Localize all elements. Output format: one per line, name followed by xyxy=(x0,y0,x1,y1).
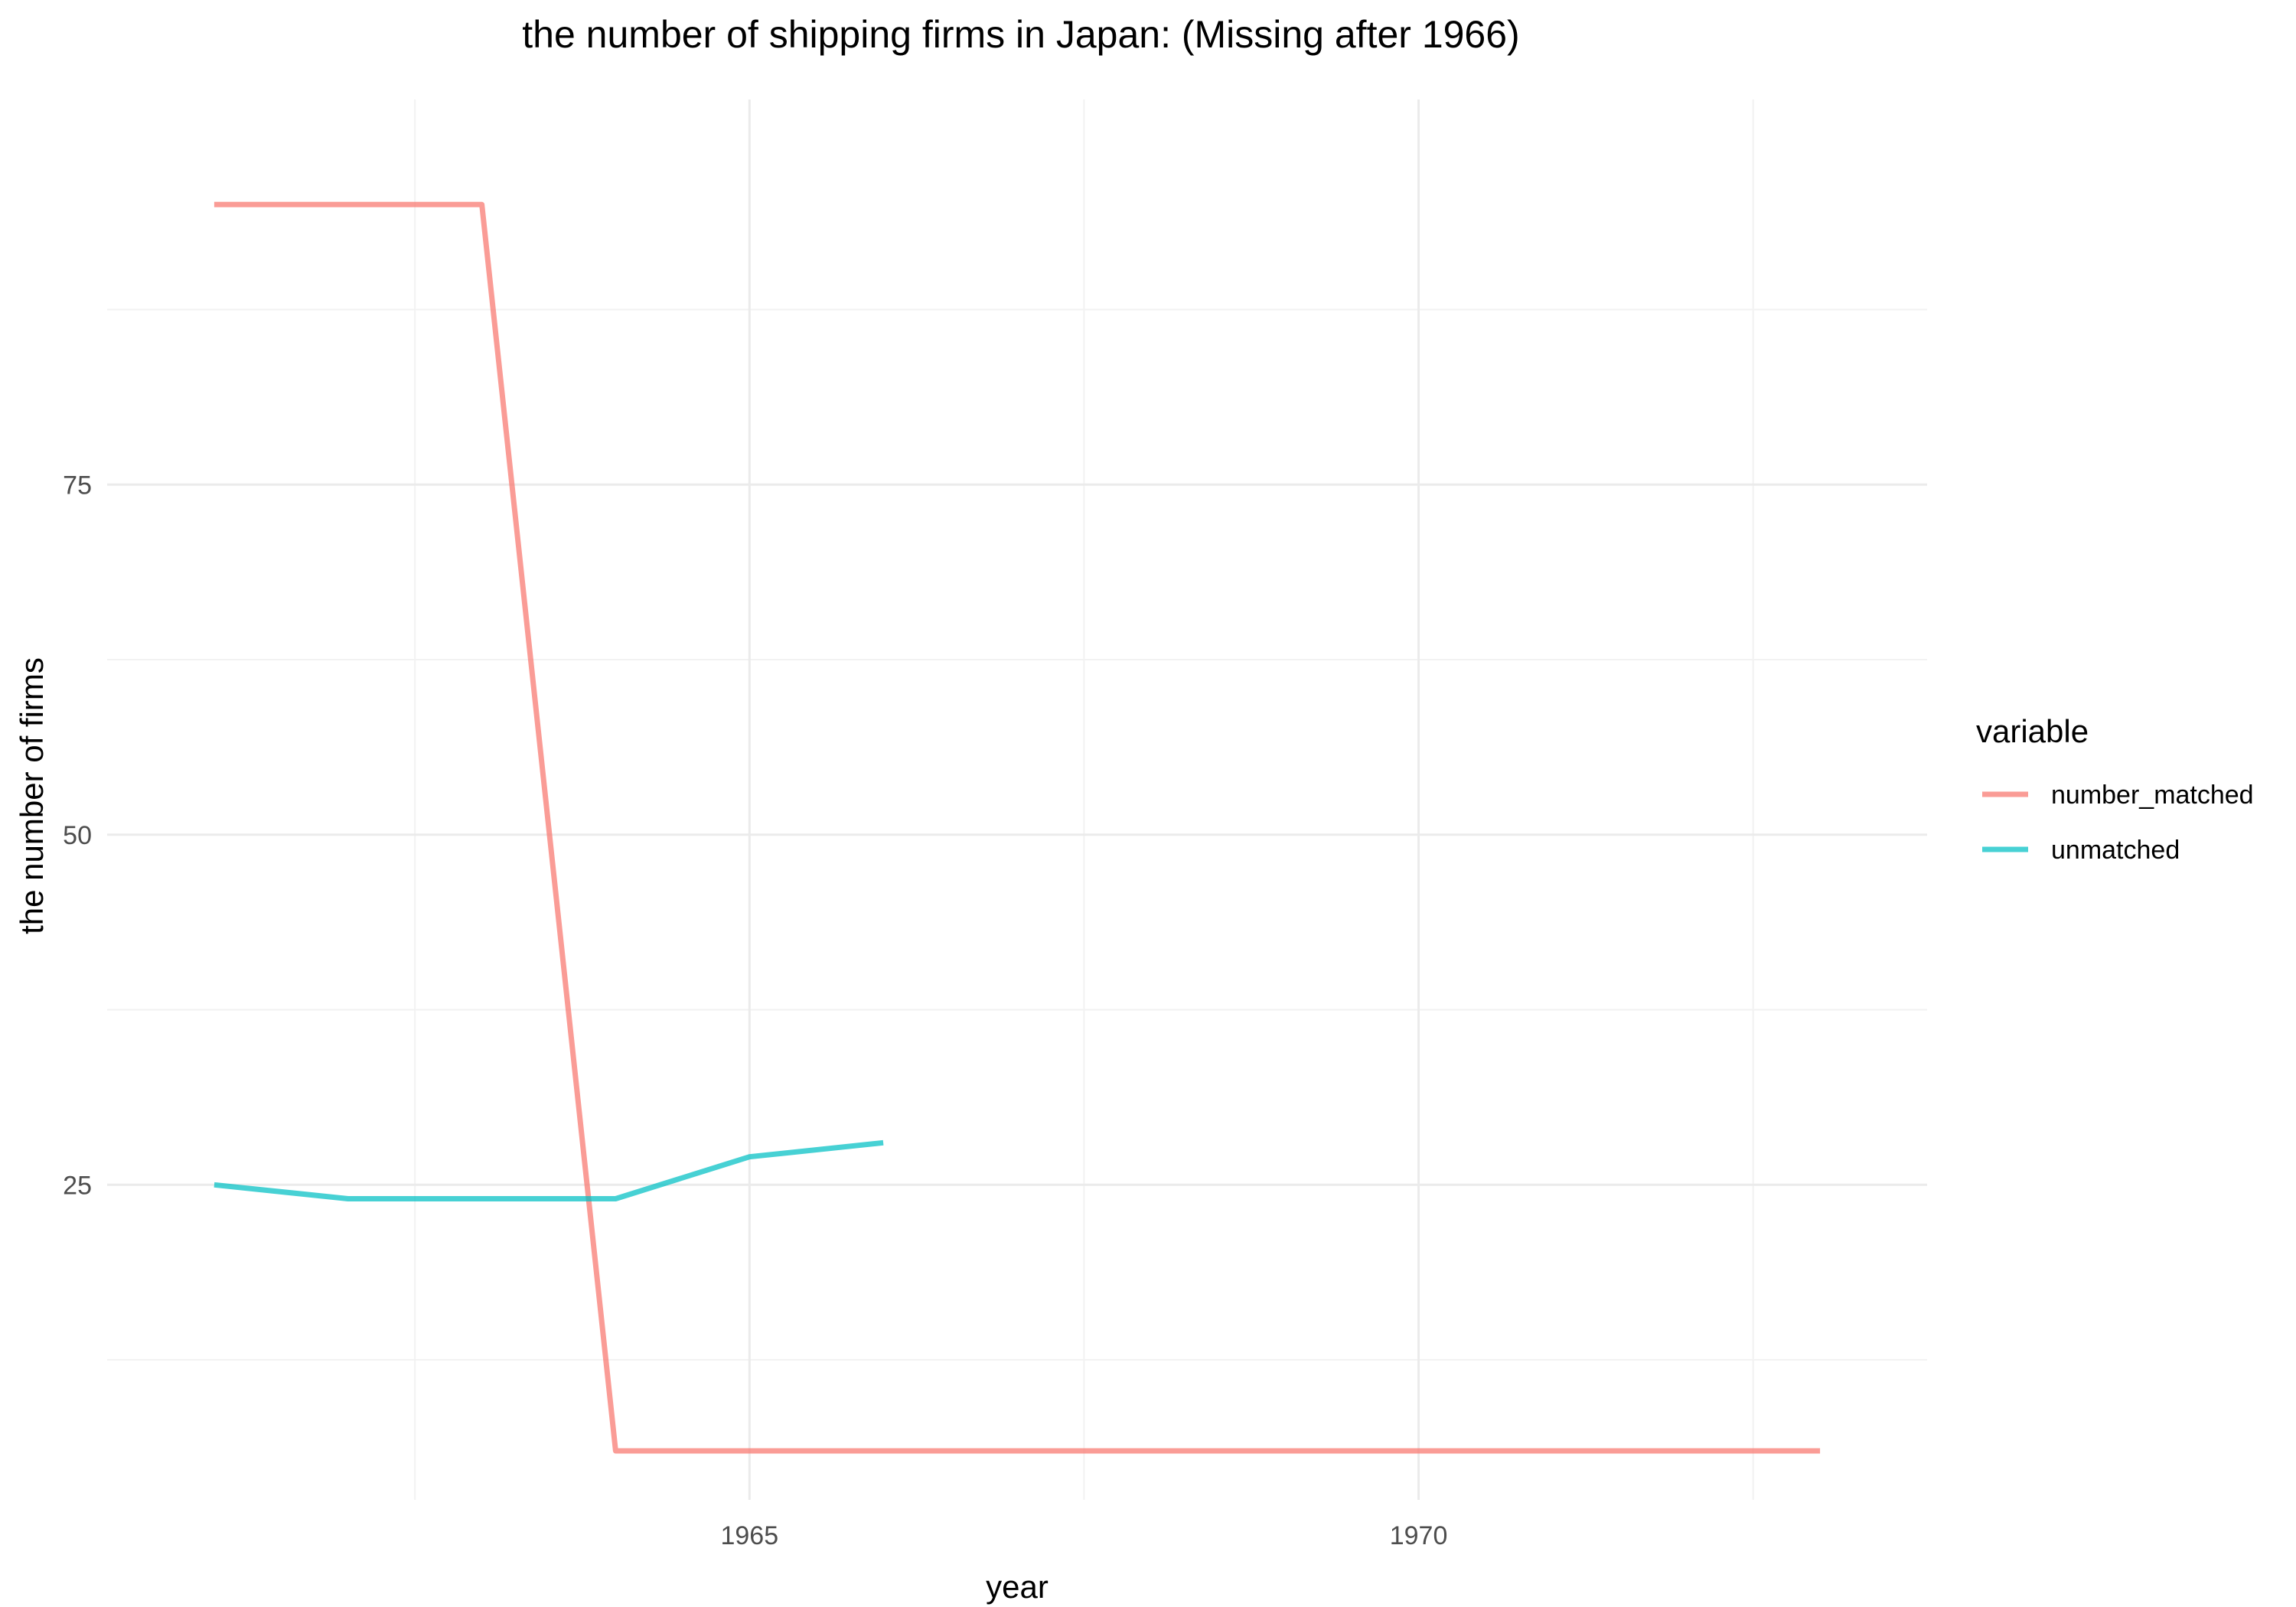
legend-label: unmatched xyxy=(2051,836,2180,865)
tick-labels: 25 50 75 1965 1970 xyxy=(63,471,1447,1550)
legend-items: number_matched unmatched xyxy=(1982,781,2254,865)
legend: variable number_matched unmatched xyxy=(1976,713,2254,865)
x-tick-label: 1970 xyxy=(1390,1521,1448,1550)
x-axis-title: year xyxy=(986,1569,1049,1605)
legend-title: variable xyxy=(1976,713,2089,749)
series-lines xyxy=(214,201,1821,1454)
chart-title: the number of shipping firms in Japan: (… xyxy=(522,13,1519,56)
x-tick-label: 1965 xyxy=(720,1521,778,1550)
y-tick-label: 75 xyxy=(63,471,92,500)
grid-lines xyxy=(107,99,1927,1500)
legend-label: number_matched xyxy=(2051,781,2254,810)
y-tick-label: 50 xyxy=(63,821,92,850)
series-line-unmatched xyxy=(214,1139,884,1201)
series-line-number-matched xyxy=(214,201,1821,1454)
y-axis-title: the number of firms xyxy=(14,657,50,934)
y-tick-label: 25 xyxy=(63,1171,92,1200)
